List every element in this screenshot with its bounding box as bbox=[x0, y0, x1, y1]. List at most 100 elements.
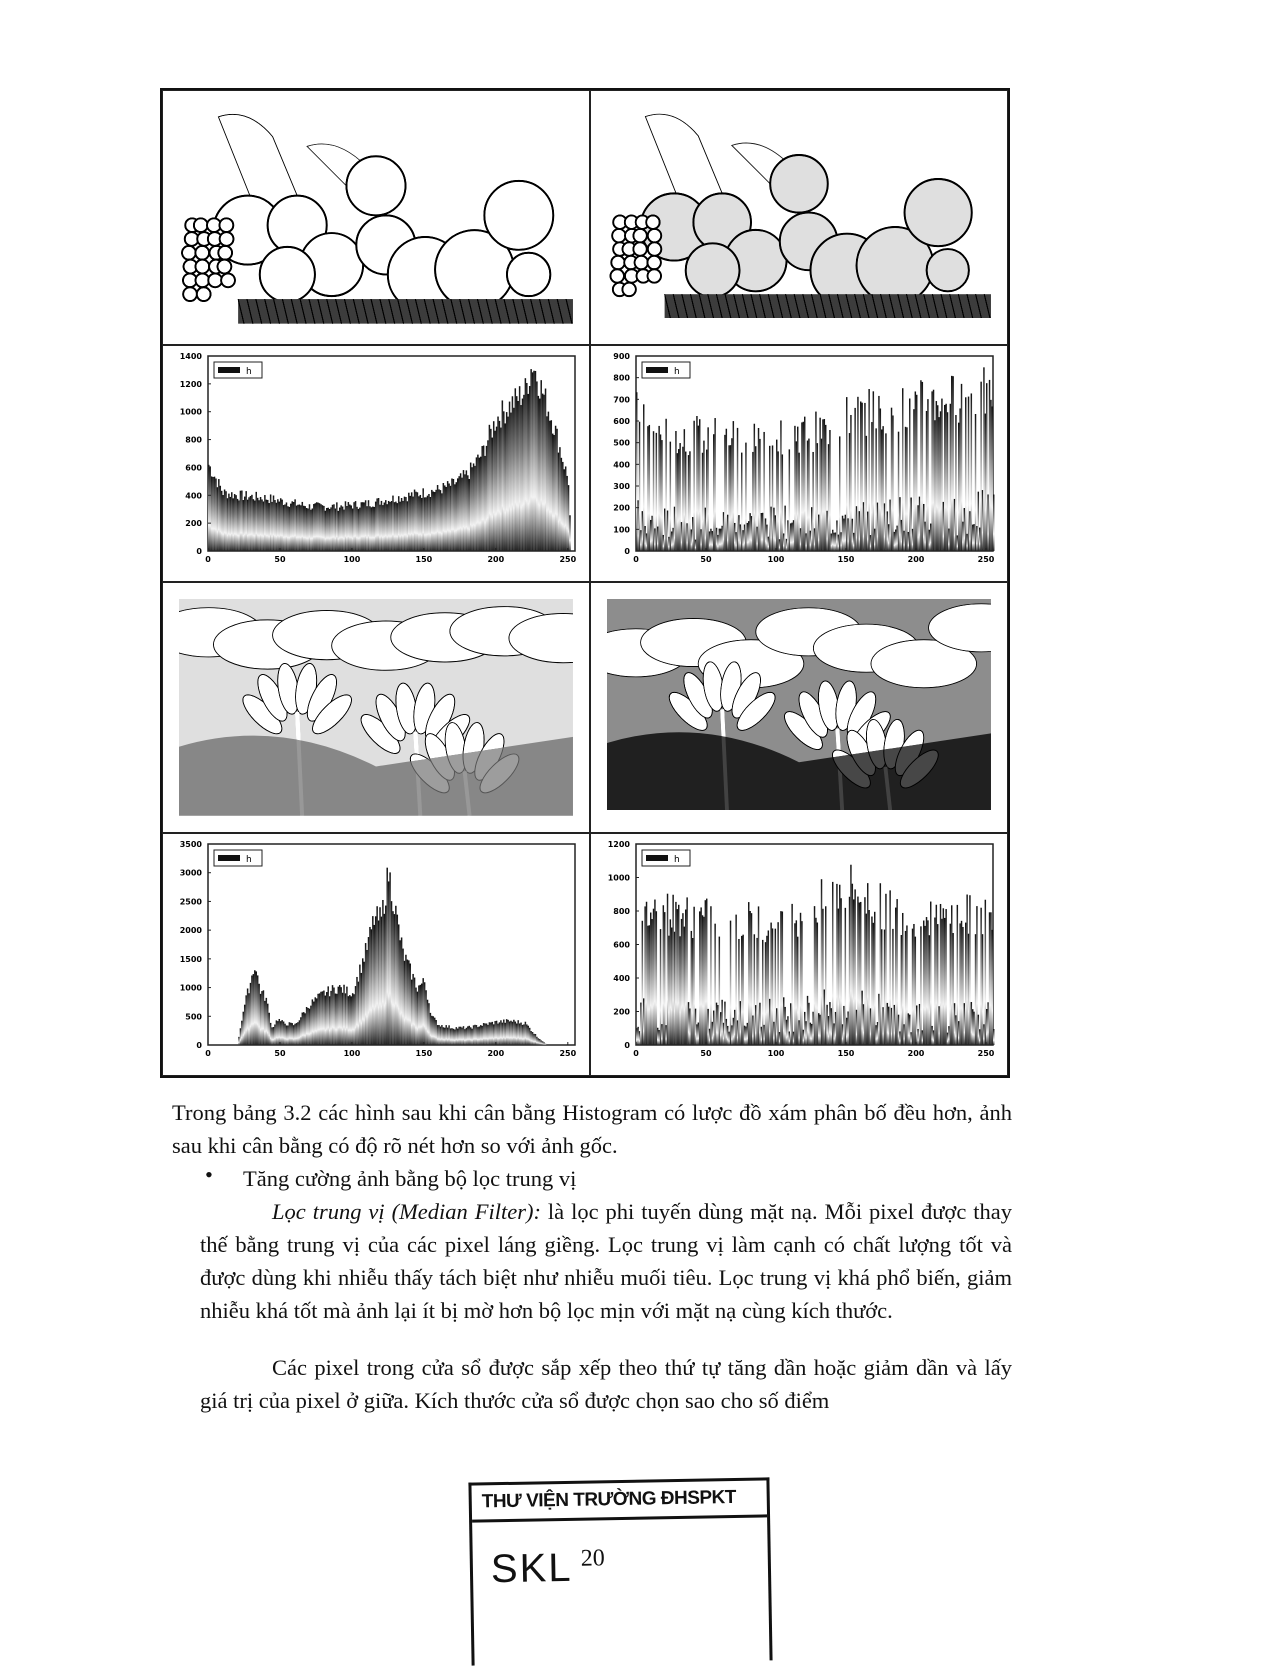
histogram-bar bbox=[685, 909, 687, 1045]
histogram-bar bbox=[497, 416, 499, 551]
histogram-bar bbox=[792, 1031, 795, 1045]
histogram-bar bbox=[364, 500, 367, 551]
histogram-bar bbox=[338, 985, 341, 1045]
histogram-bar bbox=[958, 1021, 960, 1045]
histogram-bar bbox=[302, 1012, 305, 1045]
histogram-bar bbox=[498, 1022, 501, 1045]
histogram-bar bbox=[724, 1001, 726, 1045]
histogram-bar bbox=[337, 510, 340, 551]
histogram-bar bbox=[449, 485, 452, 551]
basket-weave bbox=[923, 294, 931, 319]
x-tick-label: 100 bbox=[344, 1049, 361, 1058]
x-tick-label: 0 bbox=[205, 555, 211, 564]
histogram-bar bbox=[816, 443, 819, 551]
histogram-bar bbox=[686, 523, 688, 551]
histogram-bar bbox=[435, 1020, 437, 1045]
histogram-bar bbox=[540, 380, 542, 551]
histogram-bar bbox=[241, 1020, 243, 1045]
histogram-bar bbox=[523, 394, 525, 551]
histogram-bar bbox=[497, 1023, 499, 1045]
histogram-bar bbox=[331, 985, 334, 1045]
histogram-bar bbox=[442, 483, 445, 551]
basket-weave bbox=[949, 294, 956, 319]
histogram-bar bbox=[255, 491, 257, 551]
histogram-bar bbox=[652, 431, 655, 551]
lotus-histogram-original-cell: 0 500 1000 1500 2000 2500 3000 3500 0 50 100 150 200… bbox=[162, 833, 590, 1076]
histogram-bar bbox=[514, 1021, 517, 1045]
histogram-bar bbox=[823, 989, 826, 1045]
histogram-bar bbox=[566, 475, 568, 551]
histogram-bar bbox=[500, 1020, 502, 1045]
stamp-code: SKL bbox=[490, 1545, 573, 1592]
histogram-bar bbox=[287, 1025, 289, 1045]
histogram-bar bbox=[682, 446, 684, 551]
histogram-bar bbox=[534, 1034, 537, 1045]
basket-weave bbox=[361, 298, 369, 324]
basket-weave bbox=[423, 298, 431, 324]
histogram-bar bbox=[209, 466, 211, 551]
histogram-bar bbox=[700, 907, 702, 1045]
histogram-bar bbox=[806, 995, 809, 1045]
histogram-bar bbox=[896, 525, 898, 551]
histogram-bar bbox=[549, 420, 551, 551]
histogram-bar bbox=[448, 1025, 450, 1045]
histogram-bar bbox=[242, 500, 245, 551]
histogram-bar bbox=[415, 491, 417, 551]
basket-weave bbox=[539, 298, 546, 324]
histogram-bar bbox=[914, 936, 917, 1045]
x-tick-label: 250 bbox=[978, 555, 995, 564]
histogram-bar bbox=[668, 536, 670, 551]
grape bbox=[217, 244, 234, 261]
histogram-bar bbox=[412, 496, 414, 551]
histogram-bar bbox=[356, 506, 358, 551]
histogram-bar bbox=[860, 401, 862, 551]
histogram-bar bbox=[678, 449, 680, 551]
histogram-bar bbox=[498, 420, 501, 551]
histogram-bar bbox=[528, 386, 531, 551]
histogram-bar bbox=[745, 1026, 747, 1045]
histogram-bar bbox=[647, 426, 649, 551]
histogram-bar bbox=[791, 522, 793, 551]
histogram-bar bbox=[467, 1026, 469, 1045]
histogram-bar bbox=[458, 1026, 460, 1045]
histogram-bar bbox=[428, 493, 430, 551]
histogram-bar bbox=[546, 416, 548, 551]
histogram-bar bbox=[790, 1003, 792, 1045]
histogram-bar bbox=[366, 949, 368, 1045]
histogram-bar bbox=[268, 1012, 270, 1045]
histogram-bar bbox=[313, 504, 315, 551]
x-tick-label: 150 bbox=[838, 555, 855, 564]
histogram-bar bbox=[874, 528, 876, 551]
histogram-bar bbox=[708, 1028, 711, 1045]
histogram-bar bbox=[310, 509, 312, 551]
histogram-bar bbox=[423, 497, 426, 551]
histogram-bar bbox=[282, 1021, 285, 1045]
histogram-bar bbox=[925, 917, 928, 1045]
basket-weave bbox=[237, 298, 245, 324]
histogram-bar bbox=[436, 485, 439, 551]
histogram-bar bbox=[725, 428, 728, 551]
basket-weave bbox=[246, 298, 254, 324]
histogram-bar bbox=[666, 510, 669, 551]
histogram-bar bbox=[899, 497, 901, 551]
histogram-bar bbox=[882, 426, 884, 551]
histogram-bar bbox=[416, 492, 419, 551]
histogram-bar bbox=[717, 534, 719, 551]
histogram-bar bbox=[840, 898, 842, 1045]
histogram-bar bbox=[804, 1011, 806, 1045]
histogram-bar bbox=[990, 399, 992, 551]
histogram-bar bbox=[769, 998, 771, 1045]
histogram-bar bbox=[638, 1031, 641, 1045]
histogram-bar bbox=[347, 502, 350, 551]
y-tick-label: 0 bbox=[624, 547, 630, 556]
basket-weave bbox=[690, 294, 697, 319]
histogram-bar bbox=[777, 922, 779, 1045]
histogram-bar bbox=[328, 508, 331, 551]
histogram-bar bbox=[816, 922, 819, 1045]
histogram-bar bbox=[717, 1005, 719, 1045]
basket-weave bbox=[441, 298, 449, 324]
fruit bbox=[769, 154, 829, 214]
basket-weave bbox=[862, 294, 870, 319]
histogram-bar bbox=[416, 991, 419, 1045]
histogram-bar bbox=[731, 438, 733, 551]
